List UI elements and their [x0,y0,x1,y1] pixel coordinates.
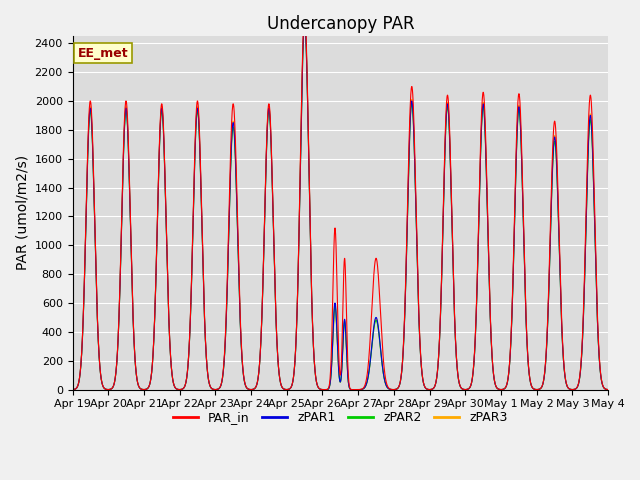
PAR_in [274,356,282,362]
zPAR3 [68,387,76,393]
zPAR3 [298,121,305,127]
zPAR1 [536,386,544,392]
zPAR3 [594,330,602,336]
Title: Undercanopy PAR: Undercanopy PAR [266,15,414,33]
zPAR1 [298,123,305,129]
PAR_in [161,189,169,195]
zPAR2 [274,357,282,363]
zPAR2 [594,331,602,337]
zPAR2 [355,387,362,393]
zPAR2 [161,194,169,200]
Legend: PAR_in, zPAR1, zPAR2, zPAR3: PAR_in, zPAR1, zPAR2, zPAR3 [168,407,513,429]
zPAR1 [274,357,282,362]
Y-axis label: PAR (umol/m2/s): PAR (umol/m2/s) [15,155,29,270]
zPAR3 [301,16,308,22]
PAR_in [536,386,544,392]
zPAR3 [161,191,169,197]
zPAR3 [604,387,612,393]
zPAR3 [355,387,362,393]
PAR_in [298,118,305,123]
zPAR1 [301,19,308,24]
PAR_in [130,327,138,333]
zPAR3 [274,357,282,362]
zPAR2 [298,125,305,131]
PAR_in [301,12,308,17]
zPAR2 [130,330,138,336]
zPAR2 [301,22,308,27]
zPAR1 [130,329,138,335]
PAR_in [594,326,602,332]
zPAR1 [604,387,612,393]
zPAR2 [68,387,76,393]
Text: EE_met: EE_met [78,47,129,60]
zPAR1 [161,192,169,198]
zPAR3 [536,386,544,392]
zPAR1 [594,330,602,336]
Line: zPAR1: zPAR1 [72,22,608,390]
Line: PAR_in: PAR_in [72,14,608,390]
zPAR1 [355,387,362,393]
Line: zPAR2: zPAR2 [72,24,608,390]
PAR_in [604,387,612,393]
zPAR3 [130,329,138,335]
zPAR1 [68,387,76,393]
PAR_in [68,387,76,393]
zPAR2 [604,387,612,393]
zPAR2 [536,386,544,392]
PAR_in [355,387,362,393]
Line: zPAR3: zPAR3 [72,19,608,390]
